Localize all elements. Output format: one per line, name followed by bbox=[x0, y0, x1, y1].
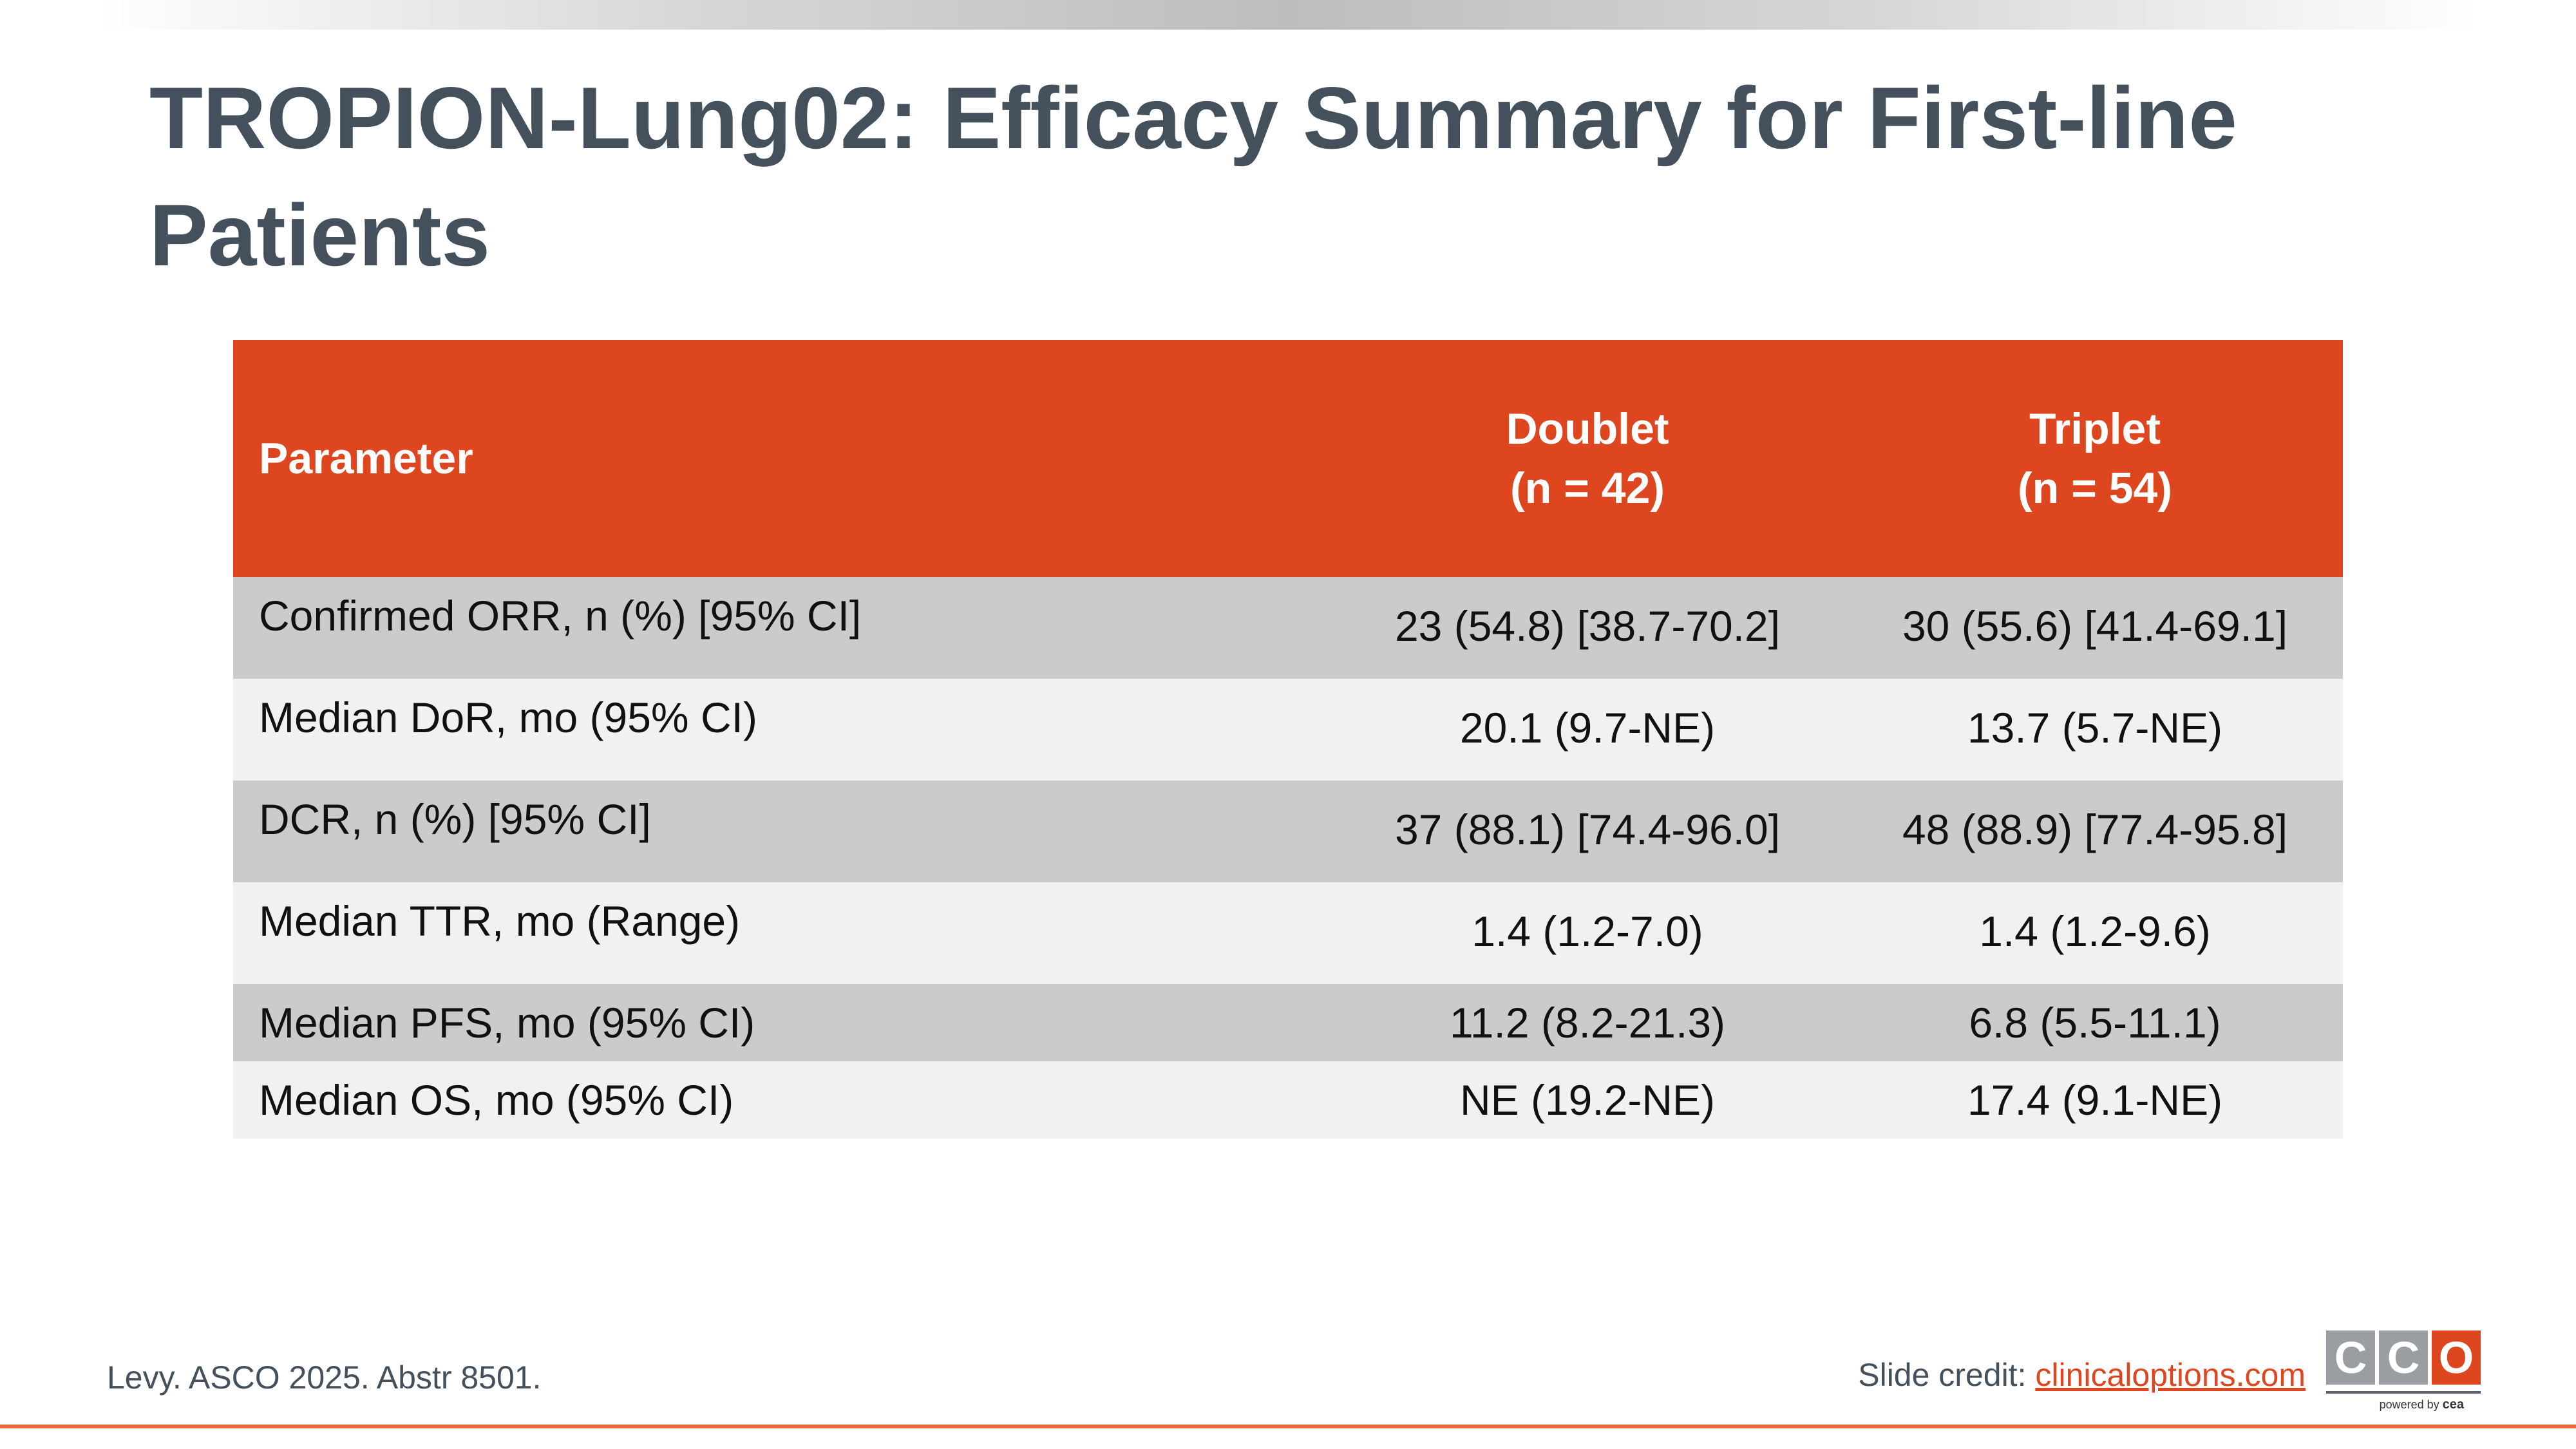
cco-logo: C C O powered by cea bbox=[2326, 1331, 2483, 1414]
cell-doublet: NE (19.2-NE) bbox=[1459, 1076, 1716, 1124]
cell-parameter: Median PFS, mo (95% CI) bbox=[259, 999, 755, 1046]
logo-powered-by-prefix: powered by bbox=[2379, 1398, 2443, 1411]
logo-letter-c1: C bbox=[2326, 1331, 2375, 1385]
citation-footnote: Levy. ASCO 2025. Abstr 8501. bbox=[107, 1359, 542, 1396]
clinicaloptions-link[interactable]: clinicaloptions.com bbox=[2035, 1357, 2306, 1393]
table-row: Confirmed ORR, n (%) [95% CI] 23 (54.8) … bbox=[233, 577, 2343, 679]
table-row: Median OS, mo (95% CI) NE (19.2-NE) 17.4… bbox=[233, 1061, 2343, 1139]
cell-triplet: 6.8 (5.5-11.1) bbox=[1969, 999, 2221, 1046]
header-doublet-n: (n = 42) bbox=[1510, 464, 1665, 513]
cell-triplet: 17.4 (9.1-NE) bbox=[1967, 1076, 2223, 1124]
logo-powered-by: powered by cea bbox=[2326, 1397, 2483, 1412]
logo-letter-c2: C bbox=[2379, 1331, 2428, 1385]
table-row: Median PFS, mo (95% CI) 11.2 (8.2-21.3) … bbox=[233, 984, 2343, 1061]
slide-credit-label: Slide credit: bbox=[1858, 1357, 2036, 1393]
efficacy-table: Parameter Doublet (n = 42) Triplet (n = … bbox=[233, 340, 2343, 1139]
table-row: Median DoR, mo (95% CI) 20.1 (9.7-NE) 13… bbox=[233, 679, 2343, 781]
cell-doublet: 1.4 (1.2-7.0) bbox=[1472, 907, 1703, 955]
cco-logo-letters: C C O bbox=[2326, 1331, 2483, 1385]
cell-doublet: 37 (88.1) [74.4-96.0] bbox=[1394, 806, 1781, 853]
table-header-row: Parameter Doublet (n = 42) Triplet (n = … bbox=[233, 340, 2343, 577]
cell-triplet: 30 (55.6) [41.4-69.1] bbox=[1902, 602, 2288, 650]
cell-doublet: 11.2 (8.2-21.3) bbox=[1449, 999, 1726, 1046]
header-doublet-label: Doublet bbox=[1506, 404, 1669, 453]
logo-letter-o: O bbox=[2432, 1331, 2481, 1385]
cell-parameter: Confirmed ORR, n (%) [95% CI] bbox=[259, 592, 862, 639]
top-gradient-bar bbox=[97, 0, 2479, 30]
header-parameter: Parameter bbox=[259, 434, 473, 483]
cell-parameter: Median TTR, mo (Range) bbox=[259, 897, 741, 945]
header-triplet-n: (n = 54) bbox=[2018, 464, 2172, 513]
cell-parameter: Median DoR, mo (95% CI) bbox=[259, 694, 757, 741]
header-triplet: Triplet (n = 54) bbox=[1847, 399, 2343, 518]
bottom-accent-line bbox=[0, 1425, 2576, 1428]
cell-triplet: 1.4 (1.2-9.6) bbox=[1979, 907, 2211, 955]
logo-underline bbox=[2326, 1391, 2481, 1394]
logo-powered-by-brand: cea bbox=[2442, 1397, 2464, 1412]
cell-doublet: 20.1 (9.7-NE) bbox=[1459, 704, 1716, 752]
table-row: Median TTR, mo (Range) 1.4 (1.2-7.0) 1.4… bbox=[233, 882, 2343, 984]
slide-title: TROPION-Lung02: Efficacy Summary for Fir… bbox=[149, 69, 2237, 284]
table-row: DCR, n (%) [95% CI] 37 (88.1) [74.4-96.0… bbox=[233, 781, 2343, 882]
header-doublet: Doublet (n = 42) bbox=[1328, 399, 1847, 518]
cell-parameter: Median OS, mo (95% CI) bbox=[259, 1076, 734, 1124]
cell-doublet: 23 (54.8) [38.7-70.2] bbox=[1394, 602, 1781, 650]
cell-triplet: 48 (88.9) [77.4-95.8] bbox=[1902, 806, 2288, 853]
header-triplet-label: Triplet bbox=[2029, 404, 2161, 453]
cell-triplet: 13.7 (5.7-NE) bbox=[1967, 704, 2223, 752]
cell-parameter: DCR, n (%) [95% CI] bbox=[259, 795, 651, 843]
slide-credit: Slide credit: clinicaloptions.com bbox=[1858, 1356, 2306, 1394]
